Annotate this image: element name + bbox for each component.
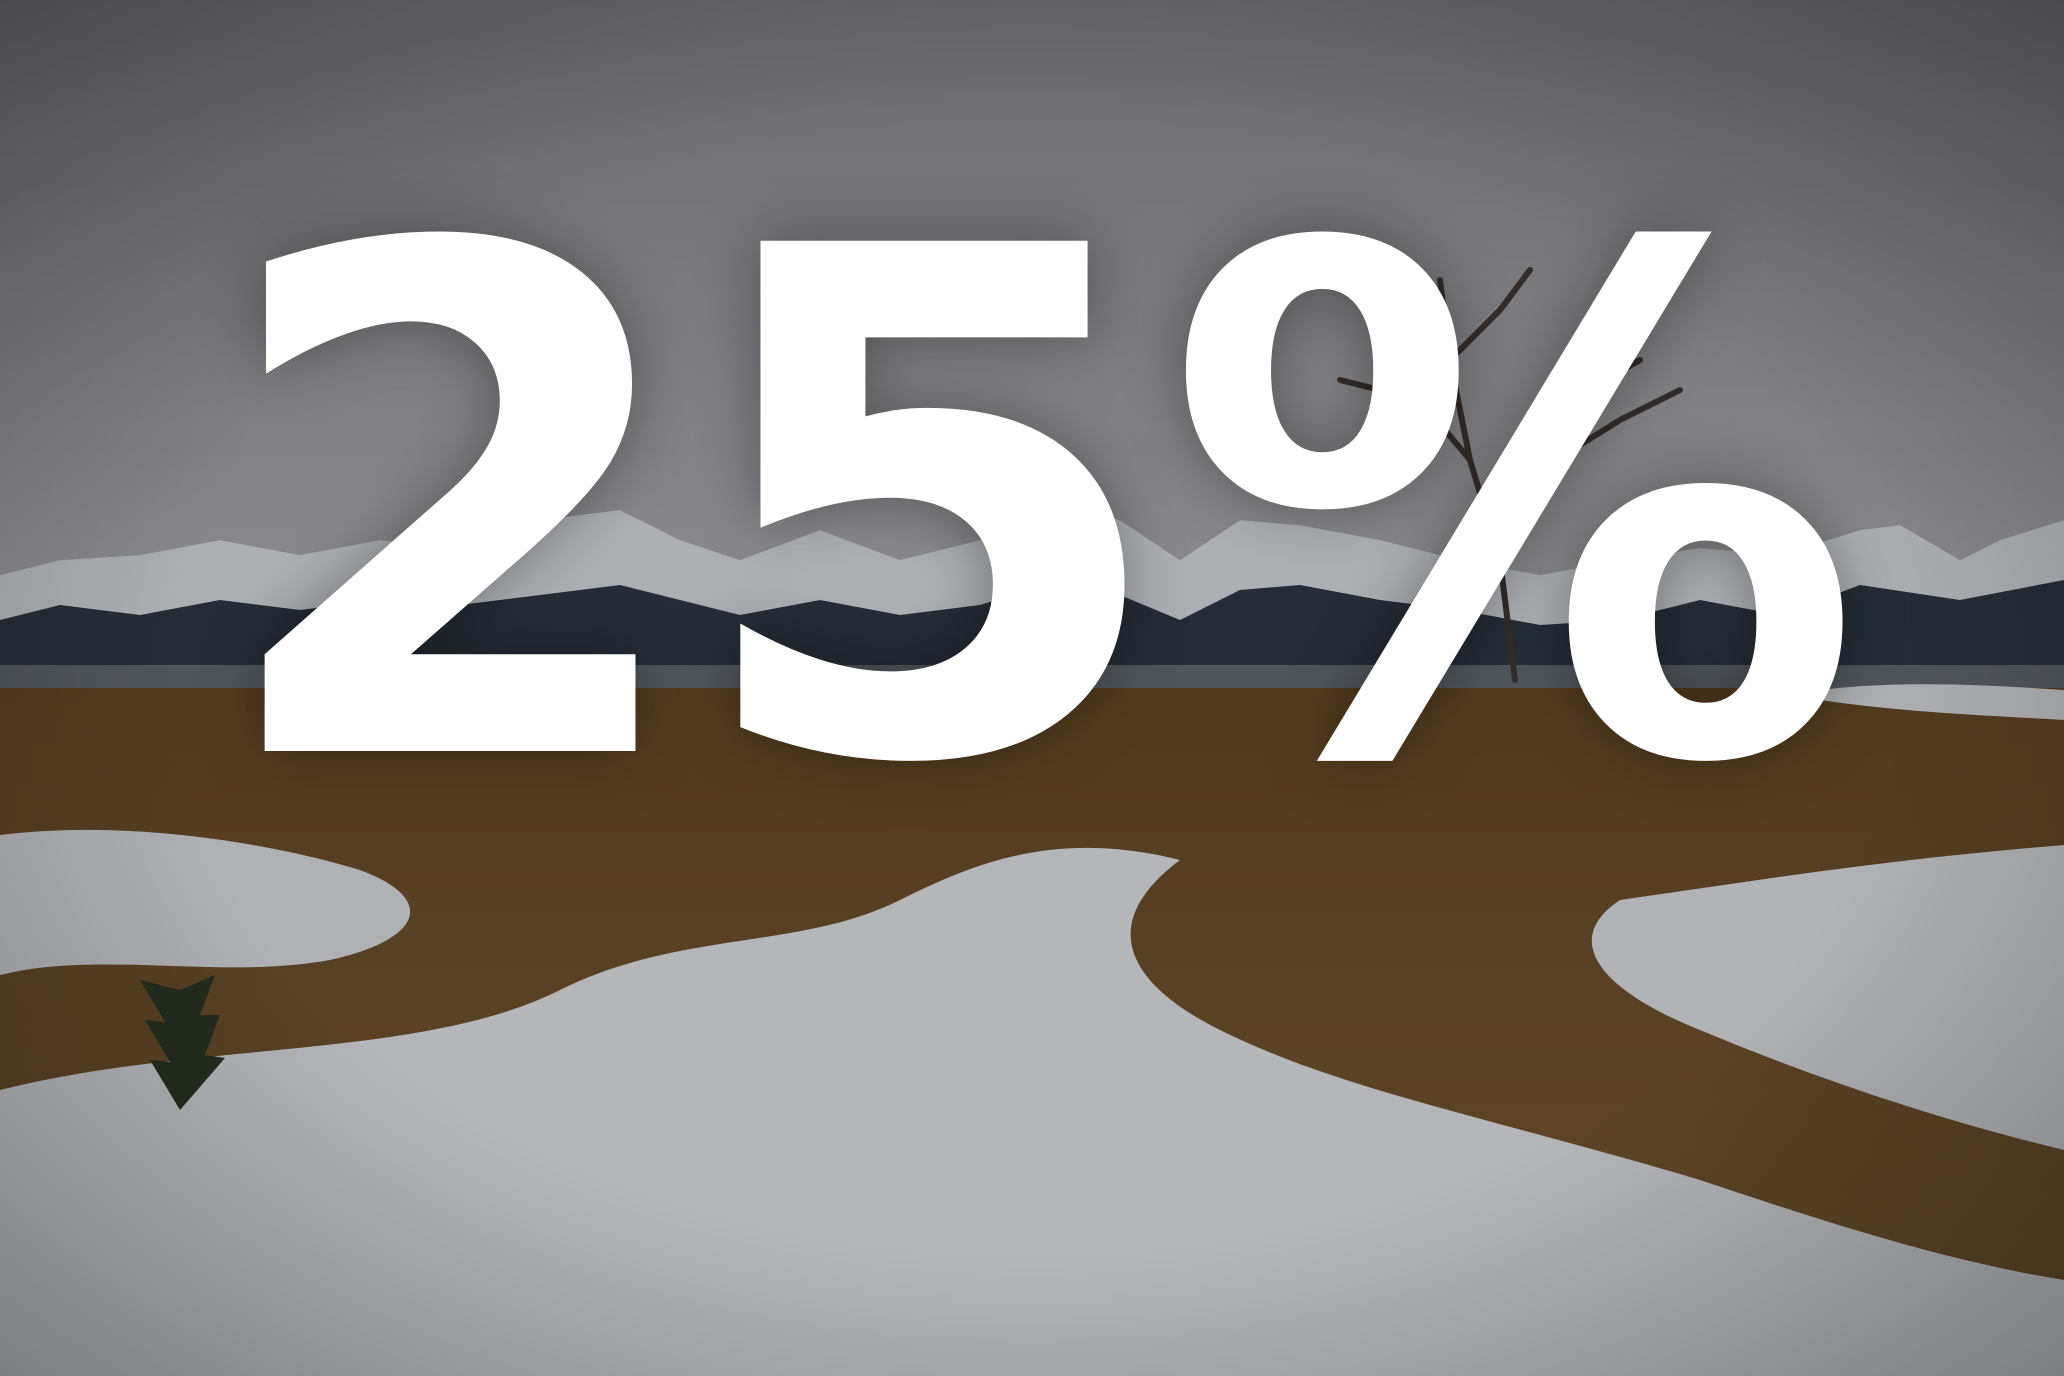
landscape-photo <box>0 0 2064 1376</box>
vignette <box>0 0 2064 1376</box>
photo-scene: 25% <box>0 0 2064 1376</box>
